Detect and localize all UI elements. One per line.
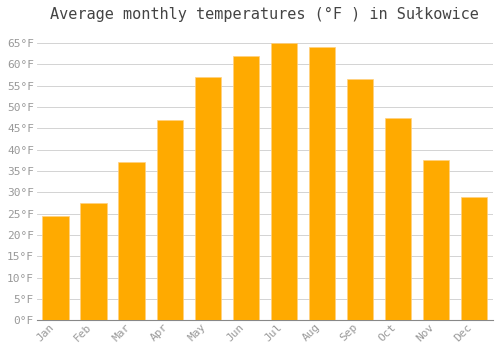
Bar bbox=[156, 120, 183, 320]
Bar bbox=[384, 118, 411, 320]
Bar bbox=[270, 43, 297, 320]
Bar bbox=[460, 196, 487, 320]
Title: Average monthly temperatures (°F ) in Sułkowice: Average monthly temperatures (°F ) in Su… bbox=[50, 7, 480, 22]
Bar bbox=[194, 77, 221, 320]
Bar bbox=[80, 203, 107, 320]
Bar bbox=[42, 216, 69, 320]
Bar bbox=[346, 79, 374, 320]
Bar bbox=[232, 56, 259, 320]
Bar bbox=[308, 47, 335, 320]
Bar bbox=[422, 160, 450, 320]
Bar bbox=[118, 162, 145, 320]
